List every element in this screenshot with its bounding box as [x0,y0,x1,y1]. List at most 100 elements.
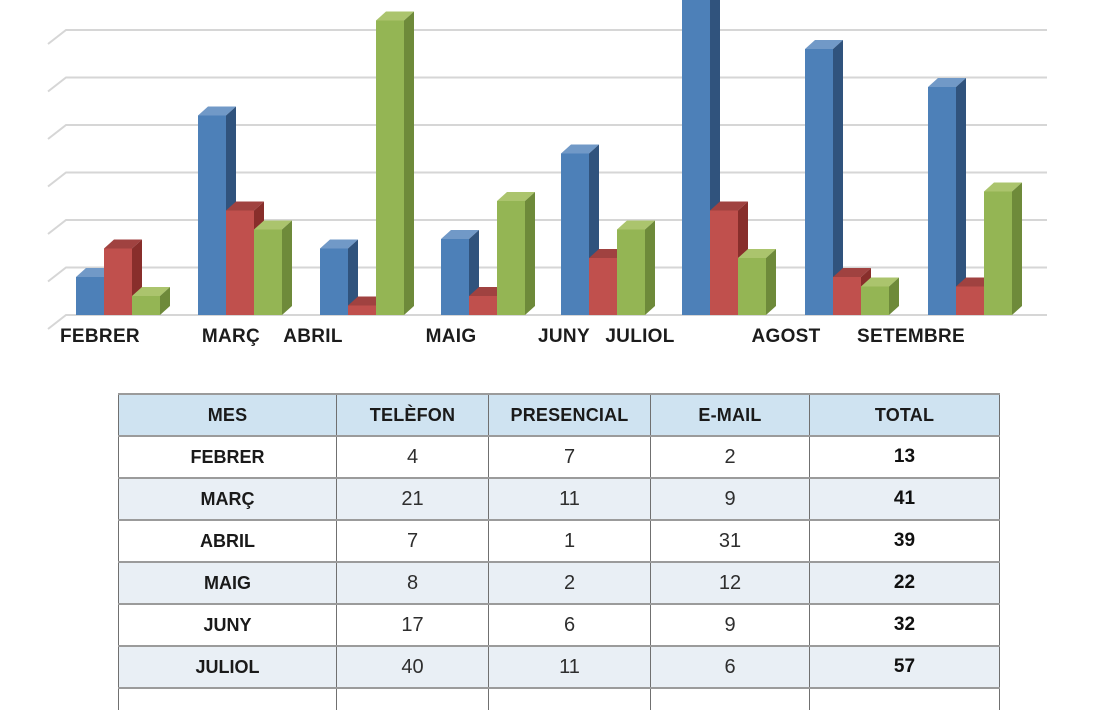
bar-email-m2-top-face [376,11,414,21]
table-row-1: MARÇ 21 11 9 41 [118,477,1000,521]
table-cell: MARÇ [118,477,337,521]
bar-presencial-m0 [104,248,132,315]
table-cell: 8 [336,561,489,605]
table-cell: 57 [809,645,1000,689]
bar-email-m5-side-face [766,249,776,315]
table-cell: 32 [809,603,1000,647]
table-cell: 9 [650,477,810,521]
bar-telefon-m4-top-face [561,144,599,154]
bar-email-m7-side-face [1012,182,1022,315]
gridline [47,124,1047,140]
table-header-row: MES TELÈFON PRESENCIAL E-MAIL TOTAL [118,393,1000,437]
bar-telefon-m2-side-face [348,239,358,315]
bar-email-m5-top-face [738,249,776,258]
bar-presencial-m6-top-face [833,268,871,277]
bar-presencial-m1 [226,210,254,315]
table-cell: 22 [809,561,1000,605]
bar-email-m2-side-face [404,11,414,315]
bar-presencial-m3 [469,296,497,315]
bar-email-m4-side-face [645,220,655,315]
bar-email-m0 [132,296,160,315]
bar-presencial-m7 [956,286,984,315]
table-cell: 13 [809,435,1000,479]
x-axis-label: MAIG [426,326,477,347]
bar-presencial-m1-top-face [226,201,264,211]
column-header-1: TELÈFON [336,393,489,437]
table-cell: 11 [488,645,651,689]
bar-email-m1-top-face [254,220,292,230]
bar-email-m1 [254,229,282,315]
table-cell: 40 [336,645,489,689]
x-axis-label: JUNY [538,326,590,347]
table-row-5: JULIOL 40 11 6 57 [118,645,1000,689]
gridline [47,219,1047,235]
x-axis-label: FEBRER [60,326,140,347]
bar-telefon-m1 [198,115,226,315]
bar-telefon-m7 [928,87,956,315]
table-cell [118,687,337,710]
bar-email-m6-side-face [889,277,899,315]
table-cell: FEBRER [118,435,337,479]
bar-presencial-m5 [710,210,738,315]
x-axis-label: AGOST [751,326,820,347]
bar-presencial-m6 [833,277,861,315]
column-header-0: MES [118,393,337,437]
bar-telefon-m7-side-face [956,78,966,315]
bar-email-m6 [861,286,889,315]
column-header-2: PRESENCIAL [488,393,651,437]
monthly-consultations-table: MES TELÈFON PRESENCIAL E-MAIL TOTAL FEBRER 4 7… [118,393,1000,710]
table-row-3: MAIG 8 2 12 22 [118,561,1000,605]
table-cell: JULIOL [118,645,337,689]
bar-telefon-m2 [320,248,348,315]
bar-email-m5 [738,258,766,315]
table-cell [809,687,1000,710]
table-row-2: ABRIL 7 1 31 39 [118,519,1000,563]
table-cell: 39 [809,519,1000,563]
column-header-4: TOTAL [809,393,1000,437]
table-row-0: FEBRER 4 7 2 13 [118,435,1000,479]
table-cell: 11 [488,477,651,521]
bar-email-m7 [984,191,1012,315]
table-cell: 7 [336,519,489,563]
table-cell: 31 [650,519,810,563]
bar-telefon-m4 [561,153,589,315]
table-cell: 41 [809,477,1000,521]
table-cell: 17 [336,603,489,647]
column-header-3: E-MAIL [650,393,810,437]
table-cell: 7 [488,435,651,479]
gridline [47,76,1047,93]
gridline [47,29,1047,45]
table-cell: 1 [488,519,651,563]
table-cell [488,687,651,710]
table-cell: 2 [650,435,810,479]
bar-email-m6-top-face [861,277,899,287]
x-axis-label: ABRIL [283,326,343,347]
bar-telefon-m7-top-face [928,78,966,87]
table-cell: 9 [650,603,810,647]
bar-telefon-m0 [76,277,104,315]
bar-telefon-m6-top-face [805,40,843,49]
bar-email-m0-side-face [160,287,170,315]
table-row-partial [118,687,1000,710]
table-cell [336,687,489,710]
bar-presencial-m2 [348,305,376,315]
x-axis-label: SETEMBRE [857,326,965,347]
table-cell: 4 [336,435,489,479]
bar-presencial-m5-top-face [710,201,748,211]
table-cell: 6 [650,645,810,689]
bar-presencial-m4 [589,258,617,315]
bar-telefon-m6 [805,49,833,315]
bar-email-m1-side-face [282,220,292,315]
bar-email-m4 [617,229,645,315]
table-cell [650,687,810,710]
bar-telefon-m3-top-face [441,230,479,239]
table-cell: ABRIL [118,519,337,563]
monthly-consultations-3d-bar-chart: FEBRER MARÇ ABRIL MAIG JUNY JULIOL AGOST SETEMB… [47,0,1047,347]
x-axis-label: MARÇ [202,326,260,347]
bar-email-m3 [497,201,525,315]
bar-telefon-m1-top-face [198,106,236,116]
table-cell: JUNY [118,603,337,647]
table-row-4: JUNY 17 6 9 32 [118,603,1000,647]
bar-email-m7-top-face [984,182,1022,192]
